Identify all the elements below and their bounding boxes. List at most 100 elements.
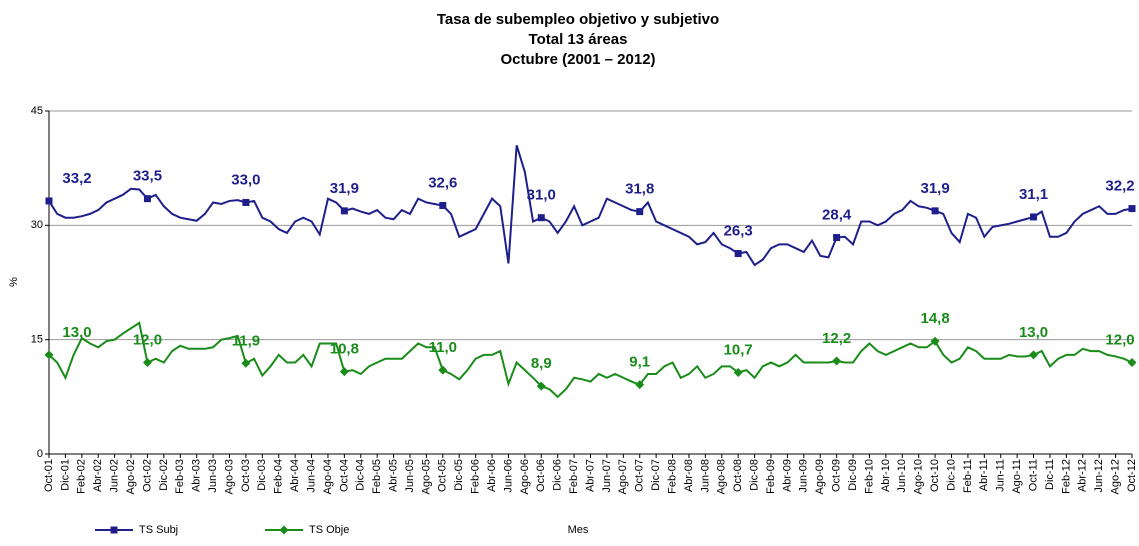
data-point xyxy=(536,381,546,391)
data-point xyxy=(1128,205,1136,213)
x-tick-label: Jun-12 xyxy=(1093,459,1105,493)
x-tick-label: Oct-04 xyxy=(338,459,350,492)
data-label: 32,2 xyxy=(1105,178,1134,195)
data-point xyxy=(241,358,251,368)
legend-marker xyxy=(110,526,118,534)
x-tick-label: Dic-11 xyxy=(1044,459,1056,490)
y-tick-label: 30 xyxy=(31,219,43,231)
x-tick-label: Dic-09 xyxy=(847,459,859,491)
x-tick-label: Oct-06 xyxy=(535,459,547,492)
legend-label: TS Obje xyxy=(309,524,349,536)
x-tick-label: Oct-11 xyxy=(1027,459,1039,491)
x-tick-label: Oct-02 xyxy=(141,459,153,492)
x-tick-label: Oct-07 xyxy=(634,459,646,492)
x-tick-label: Feb-09 xyxy=(765,459,777,494)
x-tick-label: Ago-12 xyxy=(1109,459,1121,494)
series-line xyxy=(48,145,1133,267)
data-label: 11,0 xyxy=(429,339,457,356)
x-tick-label: Ago-02 xyxy=(125,459,137,494)
x-tick-label: Abr-02 xyxy=(92,459,104,492)
x-tick-label: Ago-09 xyxy=(814,459,826,494)
x-tick-label: Oct-05 xyxy=(437,459,449,492)
x-tick-label: Dic-01 xyxy=(59,459,71,491)
x-tick-label: Ago-11 xyxy=(1011,459,1023,494)
x-tick-label: Jun-11 xyxy=(995,459,1007,492)
x-tick-label: Feb-03 xyxy=(174,459,186,494)
x-tick-label: Jun-03 xyxy=(207,459,219,493)
x-tick-label: Dic-03 xyxy=(256,459,268,491)
y-tick-label: 0 xyxy=(37,448,43,460)
data-point xyxy=(636,208,644,216)
data-label: 28,4 xyxy=(822,206,852,223)
data-label: 31,0 xyxy=(527,187,556,204)
data-point xyxy=(45,197,53,205)
x-tick-label: Oct-09 xyxy=(831,459,843,492)
x-tick-label: Abr-07 xyxy=(584,459,596,492)
x-tick-label: Feb-04 xyxy=(273,459,285,494)
x-tick-label: Dic-07 xyxy=(650,459,662,491)
data-point xyxy=(931,207,939,215)
data-label: 26,3 xyxy=(724,223,753,240)
x-tick-label: Ago-06 xyxy=(519,459,531,494)
series-line xyxy=(48,321,1133,399)
chart-title: Tasa de subempleo objetivo y subjetivo xyxy=(437,11,719,28)
data-point xyxy=(635,380,645,390)
data-label: 14,8 xyxy=(920,310,949,327)
y-tick-label: 45 xyxy=(31,105,43,117)
x-tick-label: Ago-04 xyxy=(322,459,334,494)
x-tick-label: Abr-11 xyxy=(978,459,990,491)
x-tick-label: Ago-08 xyxy=(716,459,728,494)
data-point xyxy=(1030,213,1038,221)
data-label: 33,2 xyxy=(62,170,91,187)
x-tick-label: Dic-02 xyxy=(158,459,170,491)
data-point xyxy=(242,198,250,206)
x-tick-label: Ago-07 xyxy=(617,459,629,494)
x-tick-label: Dic-05 xyxy=(453,459,465,491)
data-label: 10,7 xyxy=(724,341,753,358)
data-point xyxy=(340,207,348,215)
x-tick-label: Oct-03 xyxy=(240,459,252,492)
data-point xyxy=(1029,350,1039,360)
data-label: 32,6 xyxy=(428,174,457,191)
x-tick-label: Abr-03 xyxy=(191,459,203,492)
y-axis-label: % xyxy=(8,277,20,287)
chart-title: Total 13 áreas xyxy=(529,31,628,48)
data-point xyxy=(439,202,447,210)
data-label: 33,5 xyxy=(133,168,162,185)
data-label: 11,9 xyxy=(232,332,260,349)
data-label: 31,8 xyxy=(625,181,654,198)
data-point xyxy=(733,367,743,377)
data-label: 31,1 xyxy=(1019,186,1048,203)
data-label: 12,0 xyxy=(133,332,162,349)
x-tick-label: Ago-10 xyxy=(913,459,925,494)
x-tick-label: Oct-08 xyxy=(732,459,744,492)
data-point xyxy=(339,367,349,377)
x-tick-label: Jun-10 xyxy=(896,459,908,493)
data-label: 13,0 xyxy=(62,324,91,341)
x-tick-label: Abr-04 xyxy=(289,459,301,492)
x-tick-label: Feb-02 xyxy=(76,459,88,494)
x-tick-label: Jun-07 xyxy=(601,459,613,493)
data-label: 12,0 xyxy=(1105,332,1134,349)
x-tick-label: Feb-12 xyxy=(1060,459,1072,494)
x-tick-label: Abr-12 xyxy=(1077,459,1089,492)
data-point xyxy=(832,356,842,366)
x-tick-label: Jun-05 xyxy=(404,459,416,493)
x-tick-label: Jun-09 xyxy=(798,459,810,493)
x-tick-label: Dic-06 xyxy=(552,459,564,491)
data-point xyxy=(930,336,940,346)
x-tick-label: Feb-06 xyxy=(470,459,482,494)
x-tick-label: Jun-06 xyxy=(502,459,514,493)
x-tick-label: Oct-10 xyxy=(929,459,941,492)
data-point xyxy=(143,195,151,203)
data-label: 13,0 xyxy=(1019,324,1048,341)
x-tick-label: Dic-10 xyxy=(945,459,957,491)
data-label: 12,2 xyxy=(822,330,851,347)
data-label: 8,9 xyxy=(531,355,552,372)
legend-marker xyxy=(279,525,289,535)
data-point xyxy=(438,365,448,375)
data-label: 33,0 xyxy=(231,171,260,188)
x-tick-label: Feb-07 xyxy=(568,459,580,494)
x-tick-label: Oct-01 xyxy=(43,459,55,492)
